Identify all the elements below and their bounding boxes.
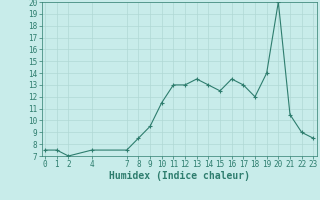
X-axis label: Humidex (Indice chaleur): Humidex (Indice chaleur) <box>109 171 250 181</box>
